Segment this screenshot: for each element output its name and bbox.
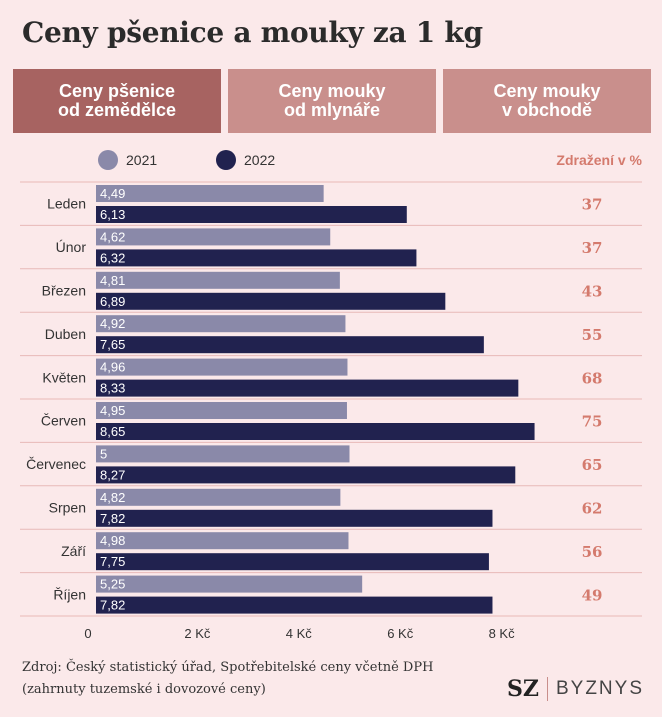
bar-chart: Leden 4,49 6,13 37 Únor 4,62 6,32 37 Březen 4,81 6… [20,181,642,641]
legend-label-2022: 2022 [244,152,276,168]
increase-value: 49 [582,586,603,604]
legend-label-2021: 2021 [126,152,158,168]
bar-value-label-2022: 7,82 [100,598,125,613]
legend-swatch-2021 [98,150,118,170]
bar-value-label-2021: 5 [100,446,107,461]
increase-value: 37 [582,196,603,214]
source-note: Zdroj: Český statistický úřad, Spotřebit… [22,660,434,697]
bar-value-label-2022: 7,82 [100,511,125,526]
bar-2021 [96,185,324,202]
bar-2022 [96,596,493,614]
bar-2021 [96,532,349,550]
bar-value-label-2022: 8,27 [100,467,125,482]
bar-value-label-2021: 4,82 [100,490,125,505]
bar-2021 [96,271,340,289]
bar-2022 [96,379,519,397]
bar-value-label-2022: 6,32 [100,250,125,265]
bar-value-label-2021: 4,49 [100,186,125,201]
increase-value: 65 [582,456,603,474]
bar-2022 [96,553,489,571]
bar-value-label-2022: 8,33 [100,381,125,396]
increase-value: 75 [582,413,603,431]
bar-2022 [96,509,493,527]
category-label: Září [61,543,86,559]
bar-value-label-2022: 6,13 [100,207,125,222]
bar-value-label-2021: 5,25 [100,577,125,592]
bar-2021 [96,402,347,419]
bar-2021 [96,575,363,593]
logo-name: BYZNYS [555,678,644,699]
bar-2021 [96,228,331,246]
bar-value-label-2021: 4,81 [100,273,125,288]
bar-value-label-2021: 4,95 [100,403,125,418]
logo-mark: SZ [507,676,539,702]
bar-2022 [96,249,417,267]
bar-2022 [96,466,516,484]
bar-2021 [96,358,348,376]
bar-value-label-2021: 4,96 [100,360,125,375]
bar-2022 [96,292,446,310]
category-label: Červenec [26,456,86,472]
category-label: Březen [42,283,86,299]
tab-bar: Ceny pšenice od zemědělce Ceny mouky od … [13,69,651,133]
logo-divider [546,677,548,701]
x-tick-label: 2 Kč [184,626,211,641]
category-label: Duben [45,326,86,342]
category-label: Květen [42,369,86,385]
publisher-logo[interactable]: SZ BYZNYS [507,676,644,702]
legend: 2021 2022 Zdražení v % [0,148,662,172]
increase-header: Zdražení v % [556,152,642,168]
category-label: Únor [56,239,87,255]
bar-2021 [96,488,341,506]
bar-value-label-2021: 4,98 [100,533,125,548]
increase-value: 62 [582,500,603,518]
bar-2021 [96,445,350,463]
bar-value-label-2022: 7,65 [100,337,125,352]
bar-2021 [96,315,346,333]
bar-2022 [96,423,535,440]
bar-value-label-2022: 8,65 [100,424,125,439]
category-label: Červen [41,413,86,429]
bar-2022 [96,336,484,354]
legend-swatch-2022 [216,150,236,170]
chart-title: Ceny pšenice a mouky za 1 kg [22,16,483,49]
bar-value-label-2021: 4,62 [100,229,125,244]
x-tick-label: 4 Kč [286,626,313,641]
x-tick-label: 0 [84,626,91,641]
bar-value-label-2021: 4,92 [100,316,125,331]
tab-flour-store[interactable]: Ceny mouky v obchodě [443,69,651,133]
increase-value: 43 [582,283,603,301]
increase-value: 56 [582,543,603,561]
category-label: Srpen [49,500,86,516]
x-tick-label: 8 Kč [489,626,516,641]
tab-wheat-farmer[interactable]: Ceny pšenice od zemědělce [13,69,221,133]
bar-value-label-2022: 7,75 [100,554,125,569]
increase-value: 68 [582,369,603,387]
category-label: Říjen [53,586,86,602]
bar-value-label-2022: 6,89 [100,294,125,309]
bar-2022 [96,206,407,223]
category-label: Leden [47,196,86,212]
increase-value: 55 [582,326,603,344]
x-tick-label: 6 Kč [387,626,414,641]
increase-value: 37 [582,239,603,257]
tab-flour-miller[interactable]: Ceny mouky od mlynáře [228,69,436,133]
